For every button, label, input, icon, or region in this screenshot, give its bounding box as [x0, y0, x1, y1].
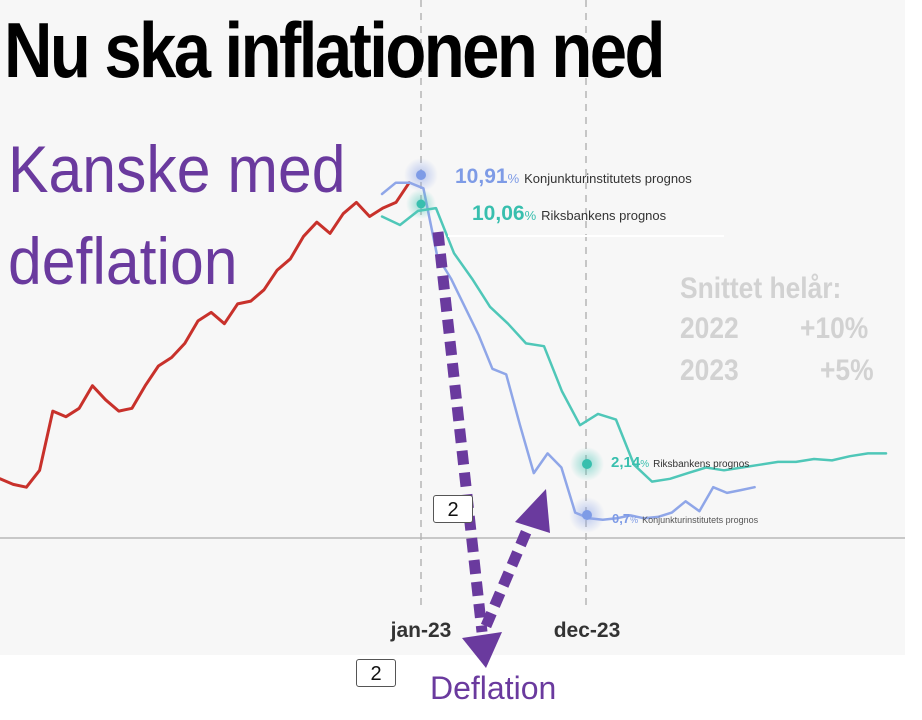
subheadline-line-2: deflation — [8, 224, 238, 298]
deflation-arrow-down-shaft — [432, 231, 488, 633]
deflation-arrow-up-head — [515, 489, 550, 533]
average-value-2023: +5% — [820, 354, 874, 387]
average-year-2023: 2023 — [680, 354, 739, 387]
marker-box-2: 2 — [356, 659, 396, 687]
series-rb-line — [380, 206, 888, 483]
rb-dec-marker — [582, 459, 592, 469]
rb-peak-marker — [416, 199, 426, 209]
ki-dec-callout: 0,7% Konjunkturinstitutets prognos — [612, 511, 759, 526]
marker-box-1: 2 — [433, 495, 473, 523]
x-tick-dec-23: dec-23 — [554, 619, 621, 642]
deflation-arrow-down-head — [462, 632, 502, 668]
series-actual-line — [0, 181, 411, 489]
average-value-2022: +10% — [800, 312, 869, 345]
rb-dec-callout: 2,14% Riksbankens prognos — [611, 454, 749, 471]
headline: Nu ska inflationen ned — [4, 6, 665, 94]
subheadline-line-1: Kanske med — [8, 132, 346, 206]
ki-peak-marker — [416, 170, 426, 180]
rb-peak-callout: 10,06% Riksbankens prognos — [472, 202, 667, 225]
ki-peak-callout: 10,91% Konjunkturinstitutets prognos — [455, 165, 692, 188]
average-title: Snittet helår: — [680, 272, 842, 305]
ki-dec-marker — [582, 510, 592, 520]
deflation-arrow-up-shaft — [480, 527, 533, 629]
x-tick-jan-23: jan-23 — [390, 619, 452, 642]
deflation-label: Deflation — [430, 670, 557, 706]
average-year-2022: 2022 — [680, 312, 739, 345]
